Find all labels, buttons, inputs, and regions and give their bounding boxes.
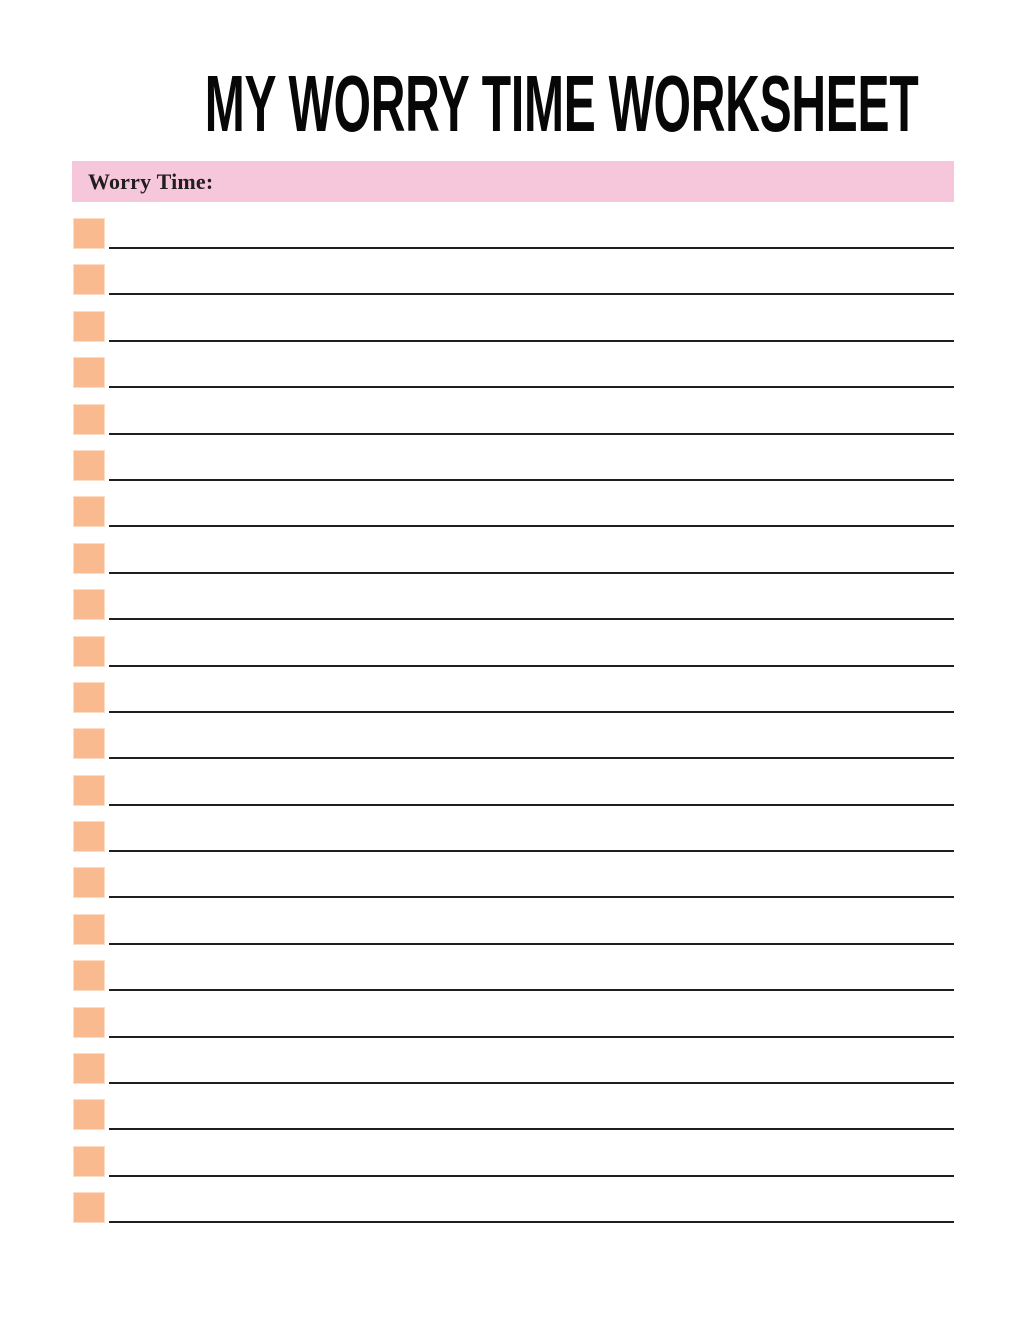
- writing-line[interactable]: [109, 450, 954, 481]
- writing-line[interactable]: [109, 264, 954, 296]
- checkbox-square[interactable]: [73, 774, 105, 806]
- checkbox-square[interactable]: [73, 1099, 105, 1131]
- checkbox-square[interactable]: [73, 403, 105, 435]
- writing-line[interactable]: [109, 867, 954, 899]
- checkbox-square[interactable]: [73, 310, 105, 342]
- checkbox-square[interactable]: [73, 496, 105, 528]
- list-item: [73, 774, 954, 806]
- checkbox-square[interactable]: [73, 1053, 105, 1085]
- checkbox-square[interactable]: [73, 960, 105, 992]
- writing-line[interactable]: [109, 496, 954, 528]
- checkbox-square[interactable]: [73, 1192, 105, 1224]
- list-item: [73, 1006, 954, 1038]
- writing-line[interactable]: [109, 636, 954, 667]
- list-item: [73, 1053, 954, 1085]
- list-item: [73, 681, 954, 713]
- writing-line[interactable]: [109, 218, 954, 249]
- writing-line[interactable]: [109, 914, 954, 945]
- list-item: [73, 496, 954, 528]
- list-item: [73, 403, 954, 435]
- writing-line[interactable]: [109, 1053, 954, 1085]
- checkbox-square[interactable]: [73, 867, 105, 899]
- checkbox-square[interactable]: [73, 635, 105, 667]
- writing-line[interactable]: [109, 543, 954, 574]
- checkbox-square[interactable]: [73, 728, 105, 760]
- checkbox-square[interactable]: [73, 821, 105, 853]
- checkbox-square[interactable]: [73, 1145, 105, 1177]
- page-title: MY WORRY TIME WORKSHEET: [204, 59, 919, 148]
- checkbox-square[interactable]: [73, 264, 105, 296]
- checkbox-square[interactable]: [73, 681, 105, 713]
- list-item: [73, 821, 954, 853]
- writing-line[interactable]: [109, 682, 954, 713]
- list-item: [73, 589, 954, 621]
- writing-line[interactable]: [109, 1192, 954, 1224]
- list-item: [73, 867, 954, 899]
- list-item: [73, 1099, 954, 1131]
- checkbox-square[interactable]: [73, 589, 105, 621]
- checkbox-square[interactable]: [73, 542, 105, 574]
- writing-line[interactable]: [109, 589, 954, 621]
- writing-line[interactable]: [109, 821, 954, 853]
- checkbox-square[interactable]: [73, 1006, 105, 1038]
- checkbox-square[interactable]: [73, 913, 105, 945]
- writing-line[interactable]: [109, 357, 954, 389]
- list-item: [73, 635, 954, 667]
- writing-line[interactable]: [109, 1146, 954, 1177]
- writing-line[interactable]: [109, 1007, 954, 1038]
- writing-line[interactable]: [109, 404, 954, 435]
- list-item: [73, 264, 954, 296]
- checkbox-square[interactable]: [73, 449, 105, 481]
- writing-line[interactable]: [109, 960, 954, 992]
- list-item: [73, 310, 954, 342]
- section-label: Worry Time:: [88, 168, 214, 194]
- writing-line[interactable]: [109, 311, 954, 342]
- list-item: [73, 218, 954, 249]
- list-item: [73, 913, 954, 945]
- list-item: [73, 728, 954, 760]
- section-header: Worry Time:: [72, 161, 954, 202]
- list-item: [73, 1192, 954, 1224]
- list-item: [73, 542, 954, 574]
- writing-line[interactable]: [109, 1099, 954, 1131]
- writing-line[interactable]: [109, 775, 954, 806]
- checkbox-square[interactable]: [73, 357, 105, 389]
- list-item: [73, 449, 954, 481]
- list-item: [73, 960, 954, 992]
- checkbox-square[interactable]: [73, 218, 105, 249]
- list-item: [73, 1145, 954, 1177]
- writing-line[interactable]: [109, 728, 954, 760]
- list-item: [73, 357, 954, 389]
- worry-list: [73, 218, 954, 1239]
